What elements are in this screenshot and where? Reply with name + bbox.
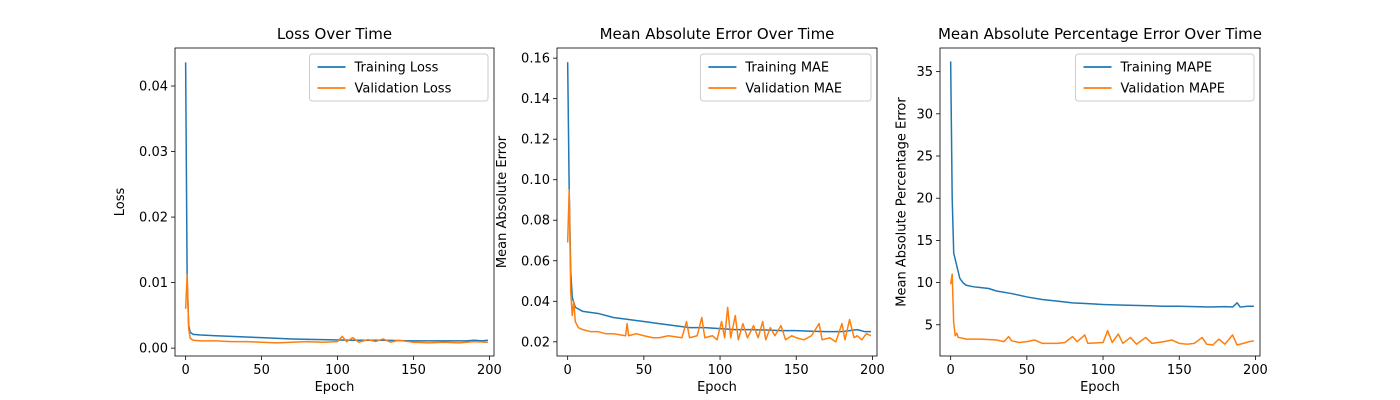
- legend-label: Training Loss: [354, 61, 439, 76]
- x-axis-label: Epoch: [315, 380, 355, 395]
- x-tick-label: 100: [1091, 363, 1116, 378]
- series-line-validation: [184, 273, 488, 344]
- legend-label: Validation MAPE: [1121, 82, 1226, 97]
- y-tick-label: 10: [916, 276, 933, 291]
- y-tick-label: 0.16: [521, 52, 550, 67]
- x-tick-label: 100: [708, 363, 733, 378]
- legend-label: Validation Loss: [355, 82, 452, 97]
- x-tick-label: 200: [860, 363, 885, 378]
- y-tick-label: 0.14: [521, 92, 550, 107]
- y-tick-label: 0.03: [139, 145, 168, 160]
- y-tick-label: 0.06: [521, 254, 550, 269]
- y-tick-label: 30: [916, 107, 933, 122]
- axes-frame: [939, 47, 1261, 357]
- x-tick-label: 50: [1019, 363, 1036, 378]
- legend-box: [1075, 53, 1255, 102]
- chart-title: Loss Over Time: [277, 25, 392, 43]
- series-line-training: [949, 61, 1254, 308]
- y-tick-label: 0.04: [521, 295, 550, 310]
- x-tick-label: 0: [947, 363, 955, 378]
- y-tick-label: 0.02: [521, 335, 550, 350]
- x-tick-label: 50: [253, 363, 270, 378]
- y-axis-label: Mean Absolute Error: [495, 135, 510, 268]
- x-tick-label: 0: [564, 363, 572, 378]
- x-axis-label: Epoch: [697, 380, 737, 395]
- y-tick-label: 25: [916, 150, 933, 165]
- chart-title: Mean Absolute Percentage Error Over Time: [938, 25, 1262, 43]
- legend: Training MAPE Validation MAPE: [1075, 53, 1255, 102]
- y-tick-label: 0.00: [139, 342, 168, 357]
- y-tick-label: 0.04: [139, 80, 168, 95]
- chart-panel-2: 0 50 100 150 200 0.02 0.04 0.06 0.08 0.10 0.12 0.14…: [495, 25, 885, 395]
- y-tick-label: 0.02: [139, 211, 168, 226]
- legend-label: Validation MAE: [745, 82, 842, 97]
- chart-title: Mean Absolute Error Over Time: [600, 25, 835, 43]
- x-tick-label: 150: [401, 363, 426, 378]
- y-tick-label: 35: [916, 65, 933, 80]
- series-line-validation: [949, 273, 1255, 346]
- y-tick-label: 0.12: [521, 133, 550, 148]
- legend: Training Loss Validation Loss: [309, 53, 489, 102]
- series-line-training: [184, 62, 489, 342]
- x-tick-label: 100: [325, 363, 350, 378]
- x-tick-label: 150: [784, 363, 809, 378]
- legend-label: Training MAE: [744, 61, 829, 76]
- x-tick-label: 200: [477, 363, 502, 378]
- y-tick-label: 20: [916, 192, 933, 207]
- legend-box: [309, 53, 489, 102]
- x-axis-label: Epoch: [1080, 380, 1120, 395]
- axes-frame: [174, 47, 495, 357]
- chart-panel-1: 0 50 100 150 200 0.00 0.01 0.02 0.03 0.04 Loss Ove…: [113, 25, 502, 395]
- x-tick-label: 50: [636, 363, 653, 378]
- y-axis-label: Loss: [113, 188, 128, 217]
- x-tick-label: 150: [1167, 363, 1192, 378]
- y-tick-label: 15: [916, 234, 933, 249]
- legend-label: Training MAPE: [1120, 61, 1213, 76]
- y-axis-label: Mean Absolute Percentage Error: [895, 97, 910, 307]
- y-tick-label: 0.10: [521, 173, 550, 188]
- x-tick-label: 200: [1243, 363, 1268, 378]
- chart-panel-3: 0 50 100 150 200 5 10 15 20 25 30 35 Mean Absolute P…: [895, 25, 1268, 395]
- y-tick-label: 0.01: [139, 276, 168, 291]
- y-tick-label: 5: [925, 318, 933, 333]
- series-line-training: [566, 62, 871, 333]
- series-line-validation: [566, 189, 872, 343]
- legend-box: [699, 53, 872, 102]
- x-tick-label: 0: [181, 363, 189, 378]
- legend: Training MAE Validation MAE: [699, 53, 872, 102]
- y-tick-label: 0.08: [521, 214, 550, 229]
- axes-frame: [556, 47, 878, 357]
